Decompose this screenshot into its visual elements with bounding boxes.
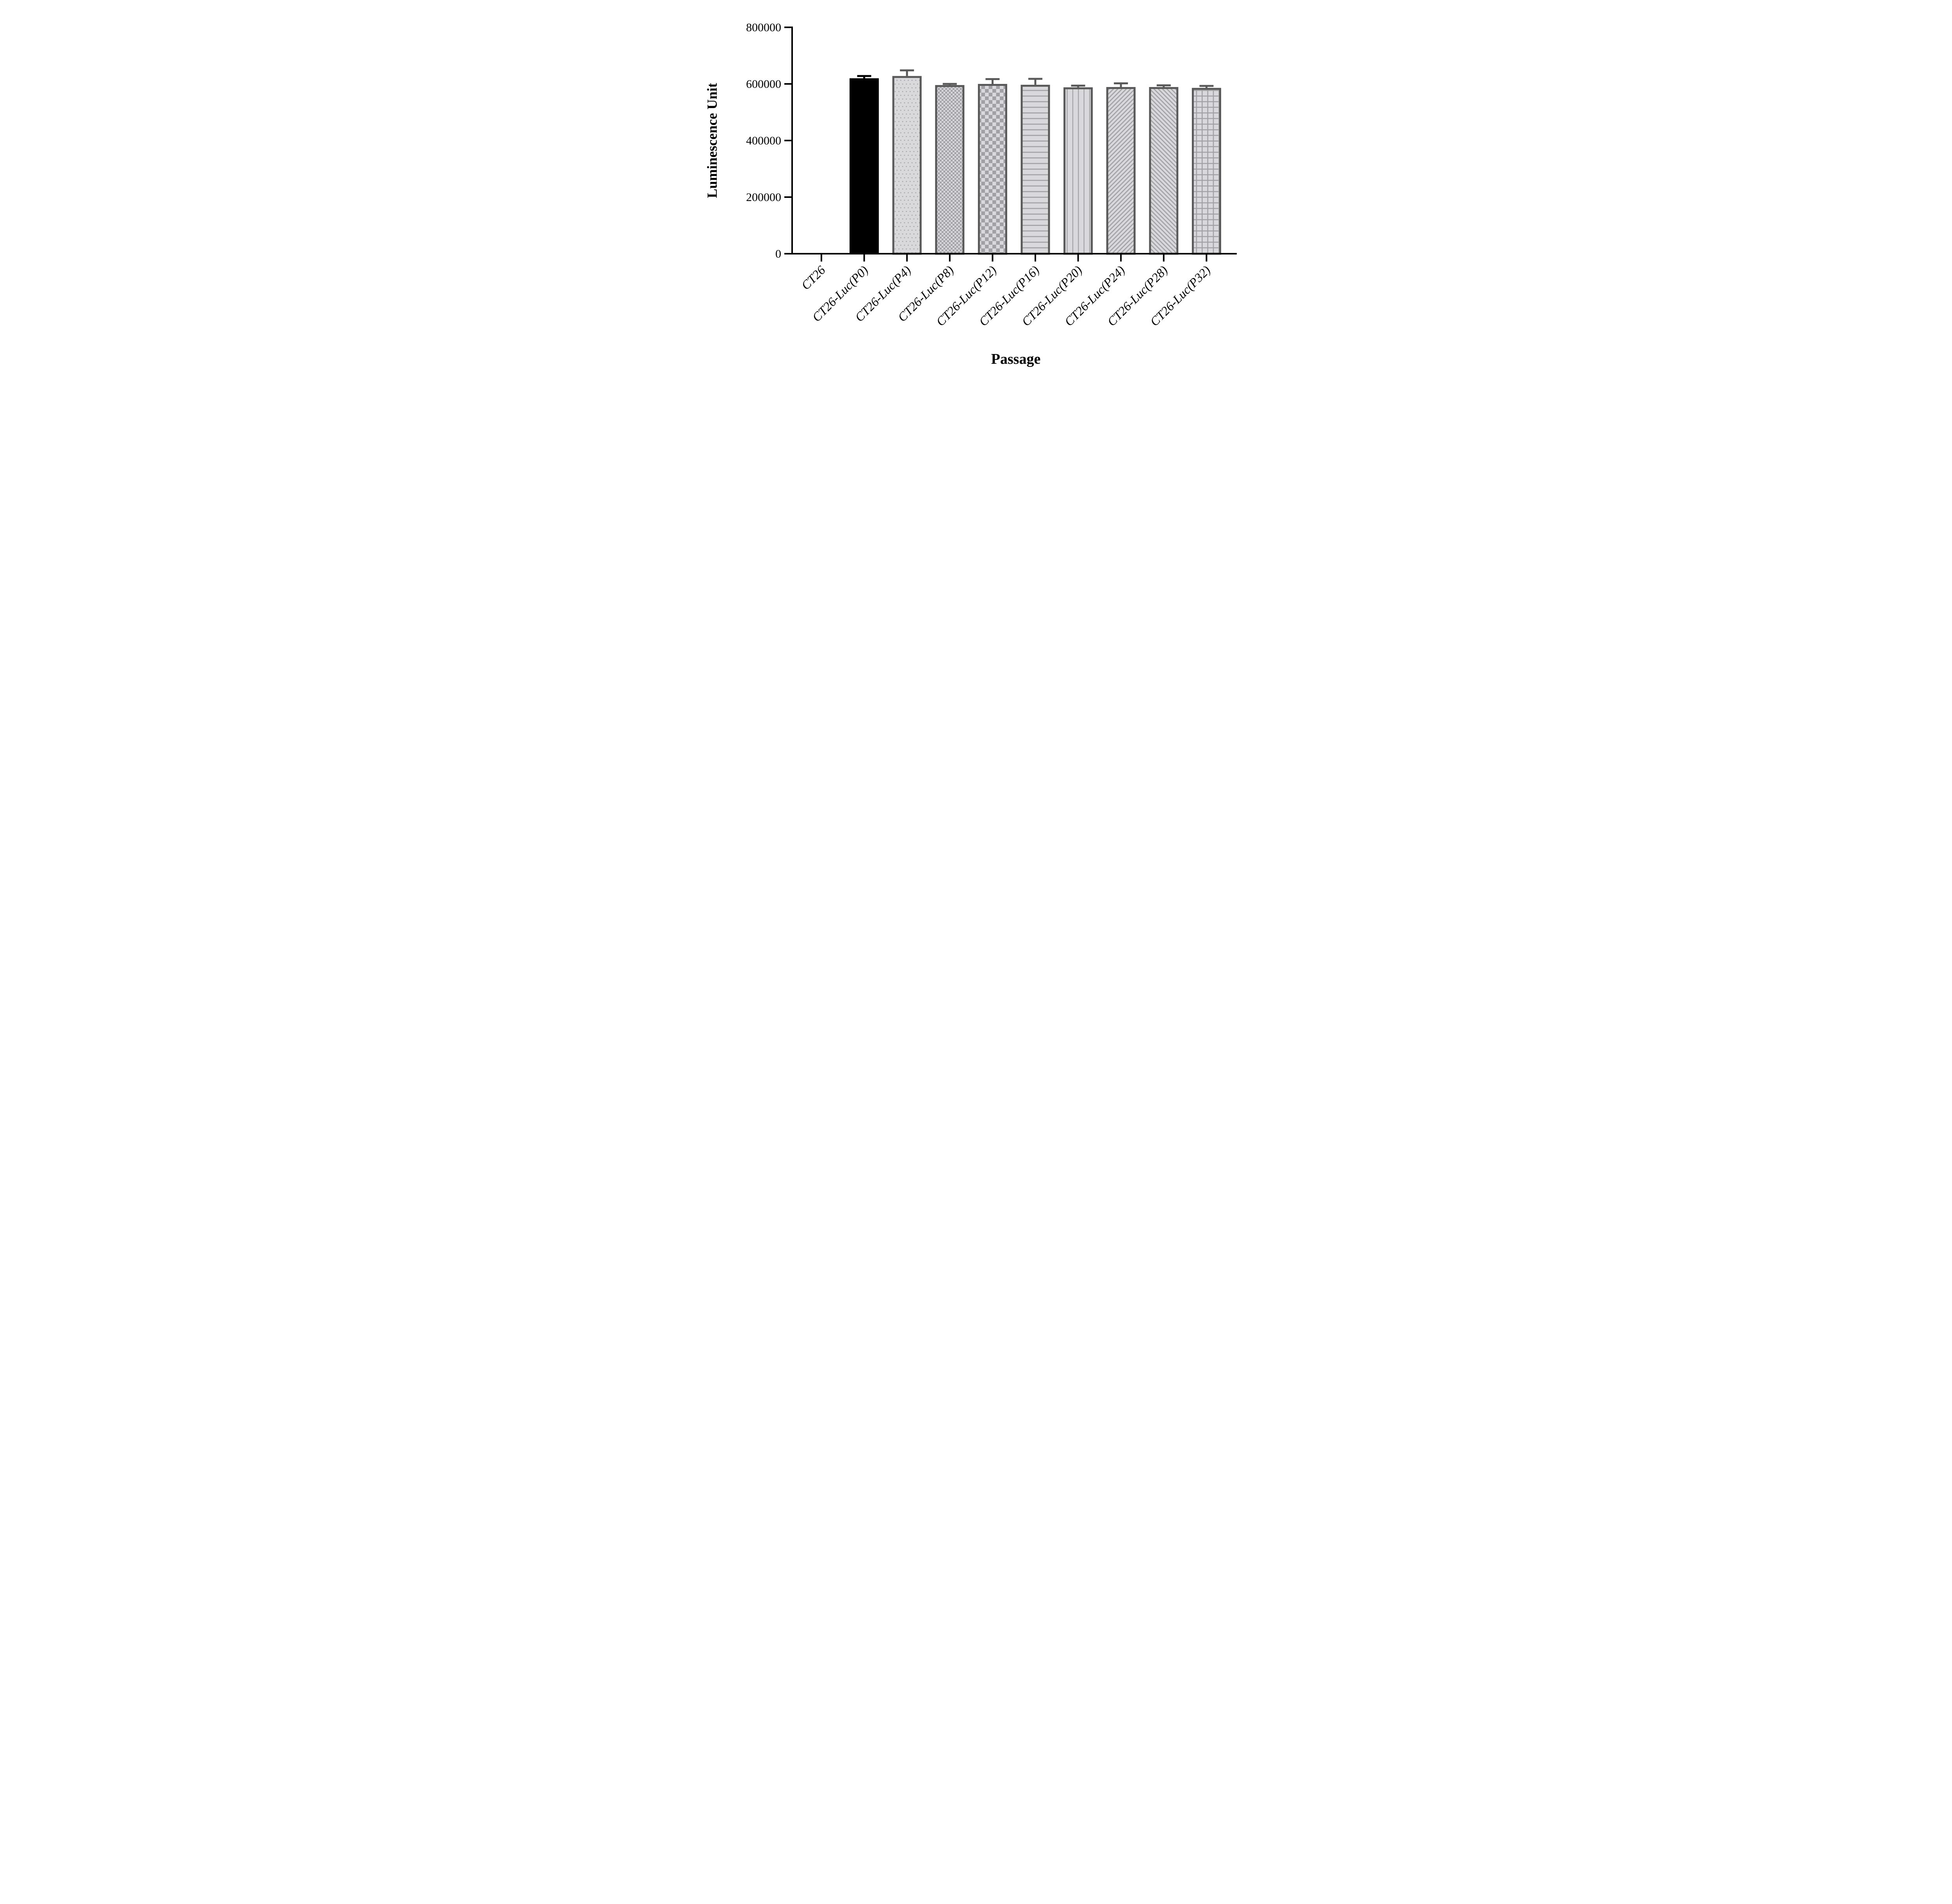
y-tick-label-0: 0 bbox=[775, 247, 781, 260]
bar-CT26-Luc(P24) bbox=[1106, 87, 1136, 255]
bar-CT26-Luc(P4) bbox=[892, 76, 922, 255]
page: { "chart_data": { "type": "bar", "title"… bbox=[0, 0, 1952, 381]
bar-CT26-Luc(P0) bbox=[849, 78, 879, 254]
y-tick-label-200000: 200000 bbox=[746, 191, 781, 204]
bar-chart: CT26CT26-Luc(P0)CT26-Luc(P4)CT26-Luc(P8)… bbox=[695, 0, 1257, 381]
bar-CT26-Luc(P28) bbox=[1149, 87, 1178, 255]
bar-CT26-Luc(P20) bbox=[1063, 87, 1093, 255]
bar-CT26-Luc(P8) bbox=[935, 85, 964, 255]
bar-chart-figure: CT26 CT26-Luc(P0) CT26-Luc(P4) CT26-Luc(P8)… bbox=[695, 0, 1257, 381]
x-tick-label-CT26: CT26 bbox=[798, 263, 828, 292]
y-tick-label-800000: 800000 bbox=[746, 21, 781, 34]
y-tick-label-400000: 400000 bbox=[746, 134, 781, 147]
bar-CT26-Luc(P32) bbox=[1192, 88, 1221, 255]
error-bars-layer bbox=[857, 69, 1213, 88]
y-tick-label-600000: 600000 bbox=[746, 78, 781, 91]
axes-layer bbox=[791, 27, 1237, 254]
y-axis-title: Luminescence Unit bbox=[704, 83, 720, 198]
ticks-layer bbox=[784, 27, 1207, 262]
bar-CT26-Luc(P16) bbox=[1021, 85, 1050, 255]
bar-CT26-Luc(P12) bbox=[978, 84, 1007, 255]
bars-layer bbox=[849, 76, 1221, 255]
x-axis-title: Passage bbox=[991, 351, 1040, 367]
